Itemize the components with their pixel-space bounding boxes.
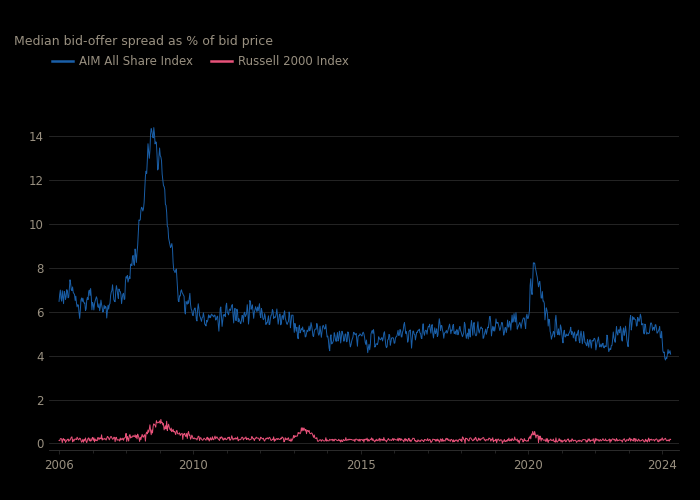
Legend: AIM All Share Index, Russell 2000 Index: AIM All Share Index, Russell 2000 Index bbox=[52, 54, 349, 68]
Text: Median bid-offer spread as % of bid price: Median bid-offer spread as % of bid pric… bbox=[14, 35, 273, 48]
